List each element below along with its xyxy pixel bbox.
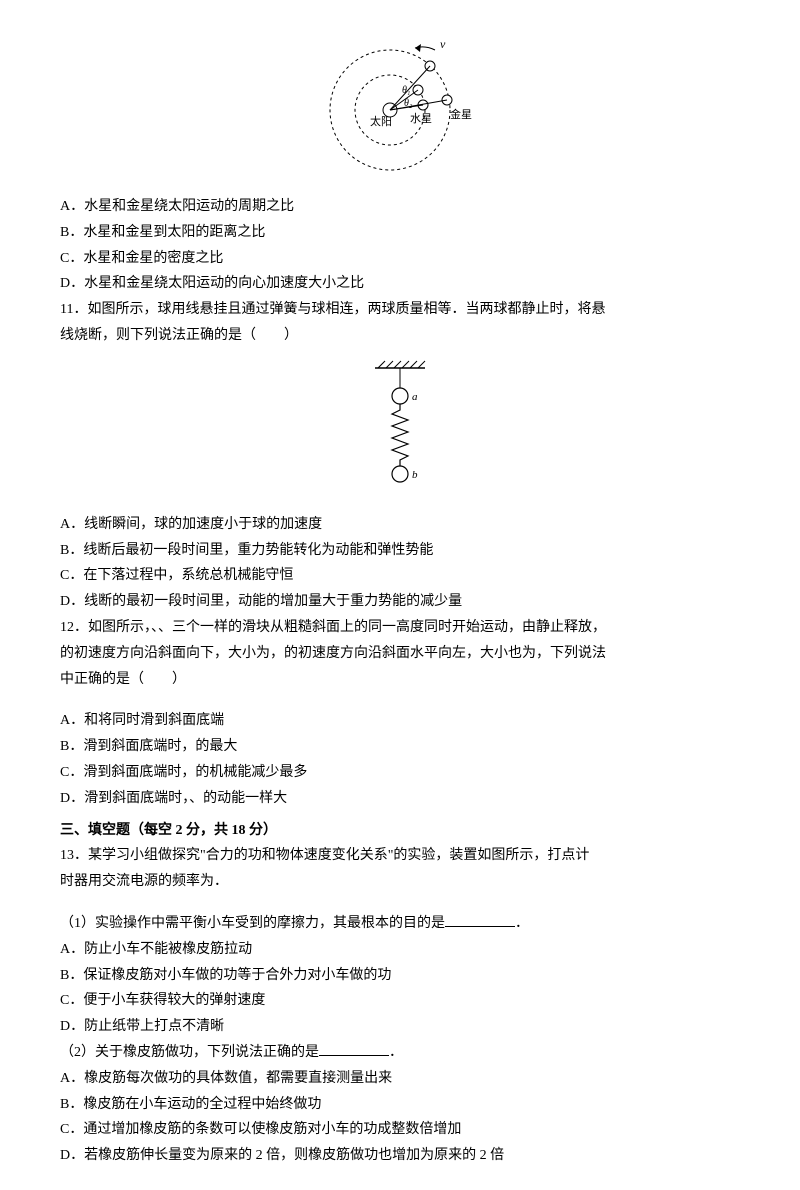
q10-option-d: D．水星和金星绕太阳运动的向心加速度大小之比 xyxy=(60,272,740,296)
q11-option-c: C．在下落过程中，系统总机械能守恒 xyxy=(60,564,740,588)
q13-stem-2: 时器用交流电源的频率为． xyxy=(60,870,740,894)
ball-a-label: a xyxy=(412,391,418,403)
q13-sub1-option-a: A．防止小车不能被橡皮筋拉动 xyxy=(60,938,740,962)
q13-sub2-blank[interactable] xyxy=(319,1042,389,1056)
q13-sub1-option-d: D．防止纸带上打点不清晰 xyxy=(60,1015,740,1039)
section-3-title: 三、填空题（每空 2 分，共 18 分） xyxy=(60,819,740,843)
q10-option-c: C．水星和金星的密度之比 xyxy=(60,247,740,271)
q13-sub1: （1）实验操作中需平衡小车受到的摩擦力，其最根本的目的是 ． xyxy=(60,912,740,936)
spring-svg: a b xyxy=(360,358,440,498)
q12-option-c: C．滑到斜面底端时，的机械能减少最多 xyxy=(60,761,740,785)
q11-option-b: B．线断后最初一段时间里，重力势能转化为动能和弹性势能 xyxy=(60,539,740,563)
q13-sub2-option-a: A．橡皮筋每次做功的具体数值，都需要直接测量出来 xyxy=(60,1067,740,1091)
mercury-label: 水星 xyxy=(410,112,432,125)
spacer xyxy=(60,693,740,707)
venus-label: 金星 xyxy=(450,107,472,121)
q13-sub1-option-b: B．保证橡皮筋对小车做的功等于合外力对小车做的功 xyxy=(60,964,740,988)
q11-option-d: D．线断的最初一段时间里，动能的增加量大于重力势能的减少量 xyxy=(60,590,740,614)
q13-sub2-option-d: D．若橡皮筋伸长量变为原来的 2 倍，则橡皮筋做功也增加为原来的 2 倍 xyxy=(60,1144,740,1168)
q13-sub1-option-c: C．便于小车获得较大的弹射速度 xyxy=(60,989,740,1013)
q13-sub1-end: ． xyxy=(515,916,529,931)
q12-stem-1: 12．如图所示，、、三个一样的滑块从粗糙斜面上的同一高度同时开始运动，由静止释放… xyxy=(60,616,740,640)
q11-stem-2: 线烧断，则下列说法正确的是（ ） xyxy=(60,324,740,348)
q10-option-b: B．水星和金星到太阳的距离之比 xyxy=(60,221,740,245)
figure-spring-diagram: a b xyxy=(60,358,740,498)
q12-stem-2: 的初速度方向沿斜面向下，大小为，的初速度方向沿斜面水平向左，大小也为，下列说法 xyxy=(60,642,740,666)
q11-option-a: A．线断瞬间，球的加速度小于球的加速度 xyxy=(60,513,740,537)
q13-sub2-text: （2）关于橡皮筋做功，下列说法正确的是 xyxy=(60,1045,319,1060)
q13-sub2-end: ． xyxy=(389,1045,403,1060)
q12-option-d: D．滑到斜面底端时，、的动能一样大 xyxy=(60,787,740,811)
q13-stem-1: 13．某学习小组做探究"合力的功和物体速度变化关系"的实验，装置如图所示，打点计 xyxy=(60,844,740,868)
q10-option-a: A．水星和金星绕太阳运动的周期之比 xyxy=(60,195,740,219)
figure-orbital-diagram: 太阳 水星 金星 θ₁ θ₂ v xyxy=(60,30,740,180)
q13-sub1-text: （1）实验操作中需平衡小车受到的摩擦力，其最根本的目的是 xyxy=(60,916,445,931)
q12-option-a: A．和将同时滑到斜面底端 xyxy=(60,709,740,733)
theta2-label: θ₂ xyxy=(404,98,413,109)
orbital-svg: 太阳 水星 金星 θ₁ θ₂ v xyxy=(310,30,490,180)
q11-stem-1: 11．如图所示，球用线悬挂且通过弹簧与球相连，两球质量相等．当两球都静止时，将悬 xyxy=(60,298,740,322)
v-label: v xyxy=(440,37,446,51)
q13-sub2-option-b: B．橡皮筋在小车运动的全过程中始终做功 xyxy=(60,1093,740,1117)
q12-stem-3: 中正确的是（ ） xyxy=(60,668,740,692)
q13-sub1-blank[interactable] xyxy=(445,913,515,927)
ball-b-label: b xyxy=(412,469,418,481)
sun-label: 太阳 xyxy=(370,115,392,128)
q13-sub2: （2）关于橡皮筋做功，下列说法正确的是 ． xyxy=(60,1041,740,1065)
q12-option-b: B．滑到斜面底端时，的最大 xyxy=(60,735,740,759)
q13-sub2-option-c: C．通过增加橡皮筋的条数可以使橡皮筋对小车的功成整数倍增加 xyxy=(60,1118,740,1142)
spacer-2 xyxy=(60,896,740,910)
theta1-label: θ₁ xyxy=(402,85,410,96)
